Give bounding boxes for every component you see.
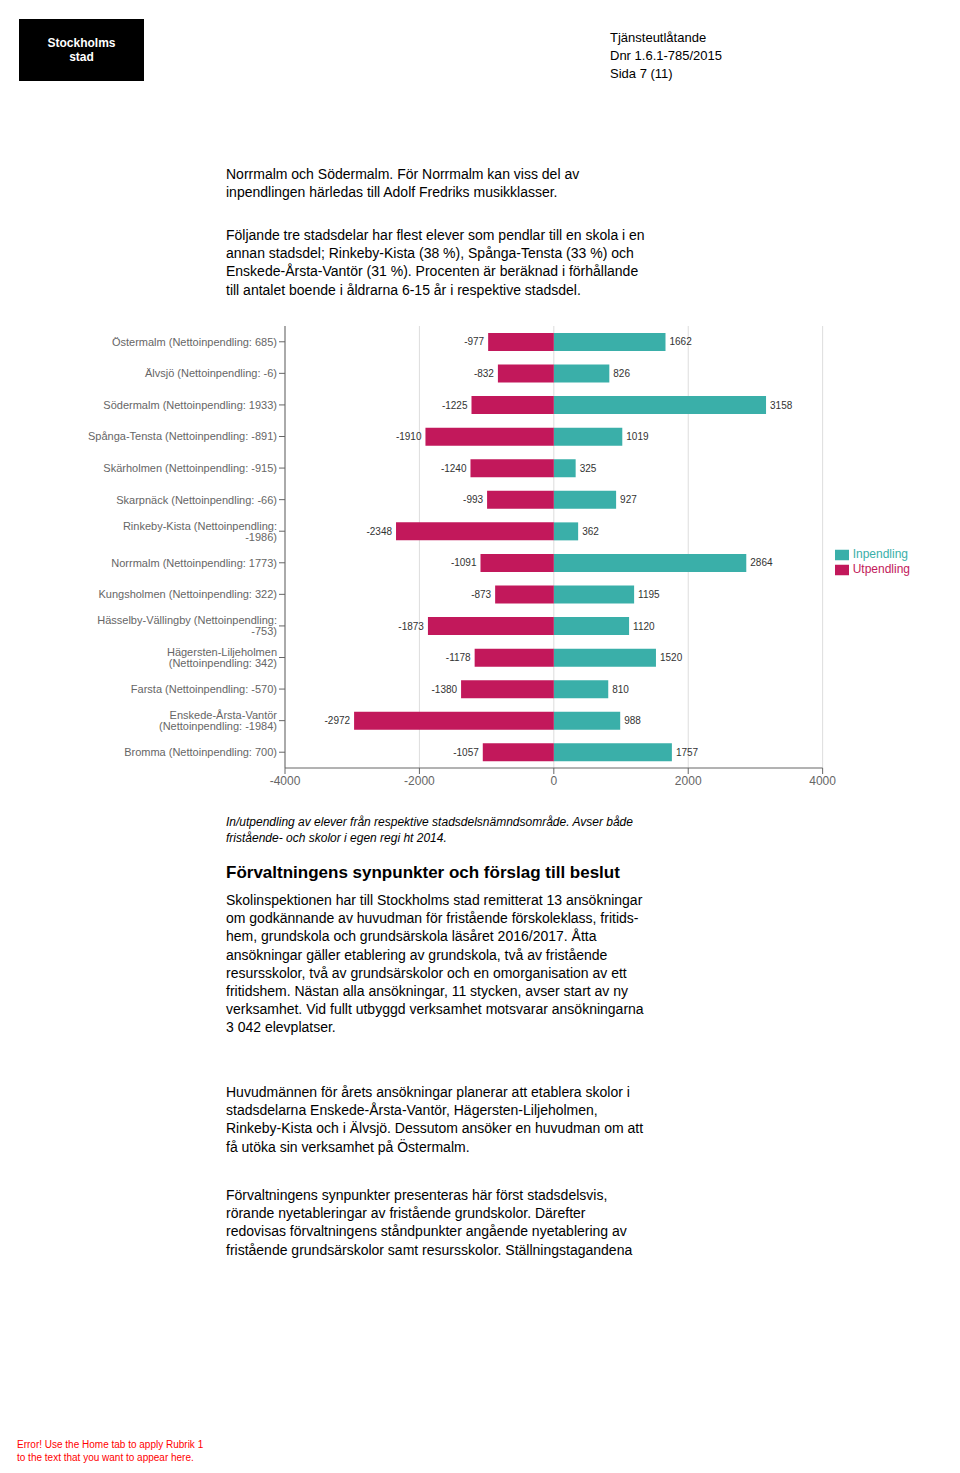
svg-text:Södermalm (Nettoinpendling: 19: Södermalm (Nettoinpendling: 1933) (103, 399, 277, 411)
html-text:Dnr 1.6.1-785/2015: Dnr 1.6.1-785/2015 (610, 48, 722, 63)
svg-text:Kungsholmen (Nettoinpendling:: Kungsholmen (Nettoinpendling: 322) (98, 588, 277, 600)
svg-text:1520: 1520 (660, 652, 683, 663)
svg-text:Enskede-Årsta-Vantör(Nettoinpe: Enskede-Årsta-Vantör(Nettoinpendling: -1… (159, 709, 277, 732)
svg-text:2000: 2000 (675, 774, 702, 788)
svg-text:-1380: -1380 (431, 684, 457, 695)
svg-text:-977: -977 (464, 336, 484, 347)
svg-text:810: 810 (612, 684, 629, 695)
svg-text:2864: 2864 (750, 557, 773, 568)
svg-text:1019: 1019 (626, 431, 649, 442)
svg-text:-1873: -1873 (398, 621, 424, 632)
svg-text:Norrmalm (Nettoinpendling: 177: Norrmalm (Nettoinpendling: 1773) (111, 557, 277, 569)
svg-text:1120: 1120 (633, 621, 655, 632)
svg-text:Bromma (Nettoinpendling: 700): Bromma (Nettoinpendling: 700) (124, 746, 277, 758)
svg-text:-2348: -2348 (366, 526, 392, 537)
html-text:Skolinspektionen har till Stoc: Skolinspektionen har till Stockholms sta… (226, 892, 644, 1036)
svg-text:-1057: -1057 (453, 747, 479, 758)
svg-text:927: 927 (620, 494, 637, 505)
html-text:Stockholms stad: Stockholms stad (47, 36, 116, 64)
svg-text:-1240: -1240 (441, 463, 467, 474)
svg-text:-873: -873 (471, 589, 491, 600)
svg-text:Skärholmen (Nettoinpendling: -: Skärholmen (Nettoinpendling: -915) (103, 462, 277, 474)
html-text:Inpendling: Inpendling (852, 547, 908, 562)
svg-text:-832: -832 (474, 368, 494, 379)
svg-text:0: 0 (550, 774, 557, 788)
svg-text:1757: 1757 (676, 747, 699, 758)
svg-text:Rinkeby-Kista (Nettoinpendling: Rinkeby-Kista (Nettoinpendling:-1986) (123, 520, 277, 543)
html-text:In/utpendling av elever från r: In/utpendling av elever från respektive … (226, 815, 633, 845)
svg-text:-1091: -1091 (451, 557, 477, 568)
svg-text:4000: 4000 (809, 774, 836, 788)
svg-text:826: 826 (613, 368, 630, 379)
svg-text:-4000: -4000 (270, 774, 301, 788)
html-text:Tjänsteutlåtande: Tjänsteutlåtande (610, 30, 707, 45)
svg-text:-1178: -1178 (446, 652, 471, 663)
svg-text:Hägersten-Liljeholmen(Nettoinp: Hägersten-Liljeholmen(Nettoinpendling: 3… (167, 646, 277, 669)
html-text:Följande tre stadsdelar har fl: Följande tre stadsdelar har flest elever… (226, 227, 645, 298)
svg-text:-1910: -1910 (396, 431, 422, 442)
html-text:Utpendling: Utpendling (852, 562, 910, 576)
svg-text:Spånga-Tensta (Nettoinpendling: Spånga-Tensta (Nettoinpendling: -891) (88, 430, 277, 442)
svg-text:-993: -993 (463, 494, 483, 505)
svg-text:325: 325 (580, 463, 597, 474)
svg-text:-2972: -2972 (325, 715, 351, 726)
svg-text:3158: 3158 (770, 400, 793, 411)
svg-text:Skarpnäck (Nettoinpendling: -6: Skarpnäck (Nettoinpendling: -66) (116, 494, 277, 506)
html-text:Huvudmännen för årets ansöknin: Huvudmännen för årets ansökningar planer… (226, 1084, 644, 1155)
svg-text:Hässelby-Vällingby (Nettoinpen: Hässelby-Vällingby (Nettoinpendling:-753… (97, 614, 277, 637)
svg-text:1662: 1662 (670, 336, 693, 347)
html-text:Norrmalm och Södermalm. För No: Norrmalm och Södermalm. För Norrmalm kan… (226, 166, 580, 201)
html-text:Förvaltningens synpunkter pres: Förvaltningens synpunkter presenteras hä… (226, 1187, 633, 1258)
html-text:Error! Use the Home tab to app: Error! Use the Home tab to apply Rubrik … (17, 1439, 204, 1463)
svg-text:Östermalm (Nettoinpendling: 68: Östermalm (Nettoinpendling: 685) (112, 336, 277, 348)
html-text:Förvaltningens synpunkter och: Förvaltningens synpunkter och förslag ti… (226, 863, 620, 882)
svg-text:988: 988 (624, 715, 641, 726)
svg-text:-2000: -2000 (404, 774, 435, 788)
svg-text:362: 362 (582, 526, 599, 537)
svg-text:1195: 1195 (638, 589, 660, 600)
svg-text:Farsta (Nettoinpendling: -570): Farsta (Nettoinpendling: -570) (131, 683, 277, 695)
svg-text:Älvsjö (Nettoinpendling: -6): Älvsjö (Nettoinpendling: -6) (145, 367, 277, 379)
html-text:Sida 7 (11): Sida 7 (11) (610, 66, 673, 81)
svg-text:-1225: -1225 (442, 400, 468, 411)
